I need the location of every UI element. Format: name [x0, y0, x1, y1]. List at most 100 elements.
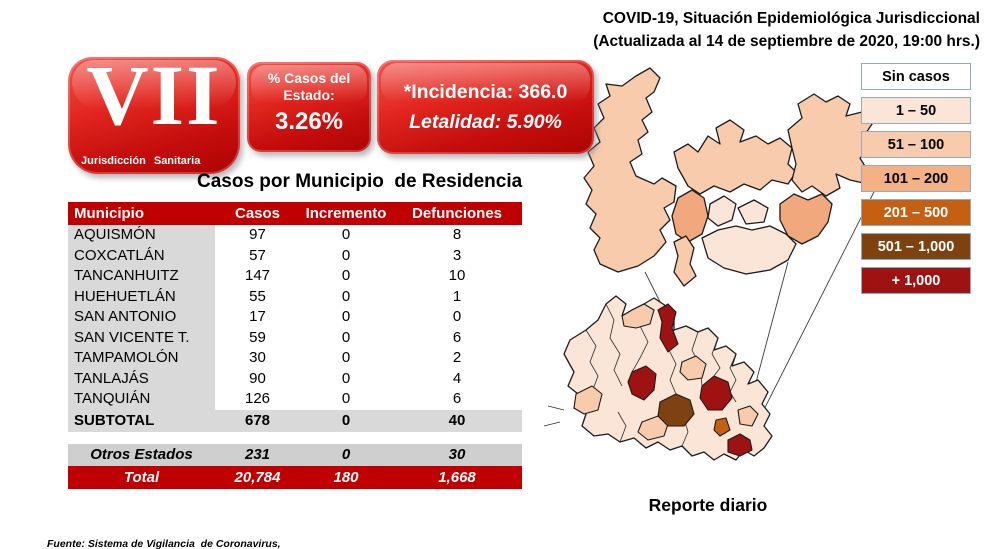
table-header-row: Municipio Casos Incremento Defunciones [68, 202, 522, 225]
footnote-line: Fuente: Sistema de Vigilancia de Coronav… [47, 537, 281, 549]
cell-casos: 30 [249, 349, 266, 366]
subtotal-label: SUBTOTAL [68, 409, 215, 432]
cell-defunciones: 4 [452, 369, 462, 387]
legend-item: 1 – 50 [861, 97, 971, 124]
legend-item-label: 201 – 500 [883, 204, 949, 221]
legend-item-label: + 1,000 [891, 272, 941, 289]
cell-defunciones: 3 [452, 246, 462, 264]
cell-municipio: TAMPAMOLÓN [68, 348, 215, 369]
legend-item-label: 501 – 1,000 [877, 238, 955, 255]
table-row: TANLAJÁS 90 0 4 [68, 368, 522, 389]
municipality-shape-high [727, 433, 753, 457]
cell-defunciones: 6 [452, 328, 462, 346]
cell-incremento: 0 [341, 246, 351, 264]
cell-casos: 57 [249, 246, 266, 264]
col-header-defunciones: Defunciones [411, 205, 502, 222]
municipality-shape [737, 199, 769, 225]
municipality-shape [779, 193, 833, 245]
total-incremento: 180 [333, 468, 359, 486]
page-title-line2: (Actualizada al 14 de septiembre de 2020… [593, 33, 980, 50]
cell-municipio: TANQUIÁN [68, 389, 215, 410]
col-header-casos: Casos [234, 205, 281, 222]
municipality-shape [583, 67, 677, 273]
table-title: Casos por Municipio de Residencia [197, 171, 523, 192]
legend-item: 101 – 200 [861, 165, 971, 192]
map-legend: Sin casos 1 – 50 51 – 100 101 – 200 201 … [861, 63, 971, 301]
municipality-shape [621, 303, 655, 329]
municipio-table: Municipio Casos Incremento Defunciones A… [68, 202, 522, 489]
state-municipalities-map [543, 295, 773, 461]
legend-item-label: 1 – 50 [895, 102, 937, 119]
cell-defunciones: 10 [448, 267, 466, 284]
legend-item: Sin casos [861, 63, 971, 90]
municipality-shape [707, 195, 737, 227]
municipality-shape [573, 385, 603, 415]
table-row: HUEHUETLÁN 55 0 1 [68, 286, 522, 307]
cell-casos: 147 [244, 267, 271, 284]
cell-municipio: HUEHUETLÁN [68, 286, 215, 307]
col-header-municipio: Municipio [74, 205, 144, 222]
cell-incremento: 0 [341, 287, 351, 305]
page-title: COVID-19, Situación Epidemiológica Juris… [500, 7, 980, 53]
table-row: TAMPAMOLÓN 30 0 2 [68, 348, 522, 369]
municipality-shape-high [657, 393, 695, 427]
municipality-shape-high [713, 417, 731, 437]
incidence-value: *Incidencia: 366.0 [403, 80, 568, 103]
otros-estados-row: Otros Estados 231 0 30 [68, 443, 522, 466]
lethality-value: Letalidad: 5.90% [409, 110, 562, 133]
municipality-shape [737, 405, 759, 427]
table-row: TANCANHUITZ 147 0 10 [68, 266, 522, 287]
municipality-shape-high [627, 365, 657, 401]
incidence-box: *Incidencia: 366.0 Letalidad: 5.90% [377, 60, 594, 154]
cell-municipio: AQUISMÓN [68, 225, 215, 246]
jurisdiction-label: Jurisdicción Sanitaria [81, 155, 201, 167]
col-header-incremento: Incremento [305, 205, 387, 222]
cell-defunciones: 0 [452, 308, 462, 325]
legend-item: + 1,000 [861, 267, 971, 294]
page-title-line1: COVID-19, Situación Epidemiológica Juris… [602, 10, 980, 27]
percent-state-box: % Casos del Estado: 3.26% [247, 62, 371, 152]
cell-defunciones: 6 [452, 390, 462, 407]
legend-item: 51 – 100 [861, 131, 971, 158]
legend-item: 201 – 500 [861, 199, 971, 226]
jurisdiction-badge: VII Jurisdicción Sanitaria [68, 47, 240, 174]
subtotal-row: SUBTOTAL 678 0 40 [68, 409, 522, 432]
cell-defunciones: 2 [452, 349, 462, 366]
legend-item-label: Sin casos [882, 68, 950, 85]
cell-municipio: SAN VICENTE T. [68, 327, 215, 348]
choropleth-maps [543, 67, 878, 461]
cell-casos: 55 [249, 287, 266, 305]
cell-municipio: TANLAJÁS [68, 368, 215, 389]
subtotal-casos: 678 [244, 411, 271, 429]
cell-casos: 90 [249, 369, 266, 387]
table-body: AQUISMÓN 97 0 8 COXCATLÁN 57 0 3 TANCANH… [68, 225, 522, 410]
otros-defunciones: 30 [448, 445, 466, 463]
municipality-shape [679, 355, 707, 381]
legend-item: 501 – 1,000 [861, 233, 971, 260]
municipality-shape-high [699, 375, 733, 411]
table-row: COXCATLÁN 57 0 3 [68, 245, 522, 266]
cell-incremento: 0 [341, 369, 351, 387]
total-label: Total [123, 468, 160, 486]
map-caption: Reporte diario [648, 495, 768, 515]
municipality-shape [671, 189, 709, 243]
cell-municipio: COXCATLÁN [68, 245, 215, 266]
cell-defunciones: 8 [452, 226, 462, 243]
percent-label-line2: Estado: [283, 87, 335, 103]
otros-incremento: 0 [341, 445, 351, 463]
cell-casos: 126 [244, 390, 271, 407]
percent-label-line1: % Casos del [267, 70, 351, 86]
cell-incremento: 0 [341, 328, 351, 346]
legend-item-label: 51 – 100 [887, 136, 945, 153]
municipality-shape [701, 225, 797, 275]
cell-defunciones: 1 [452, 287, 462, 305]
total-casos: 20,784 [234, 468, 281, 486]
footnotes: Fuente: Sistema de Vigilancia de Coronav… [47, 497, 281, 549]
cell-municipio: TANCANHUITZ [68, 266, 215, 287]
cell-incremento: 0 [341, 267, 351, 284]
municipality-shape-high [657, 303, 679, 353]
cell-municipio: SAN ANTONIO [68, 307, 215, 328]
otros-casos: 231 [244, 445, 271, 463]
table-row: SAN VICENTE T. 59 0 6 [68, 327, 522, 348]
